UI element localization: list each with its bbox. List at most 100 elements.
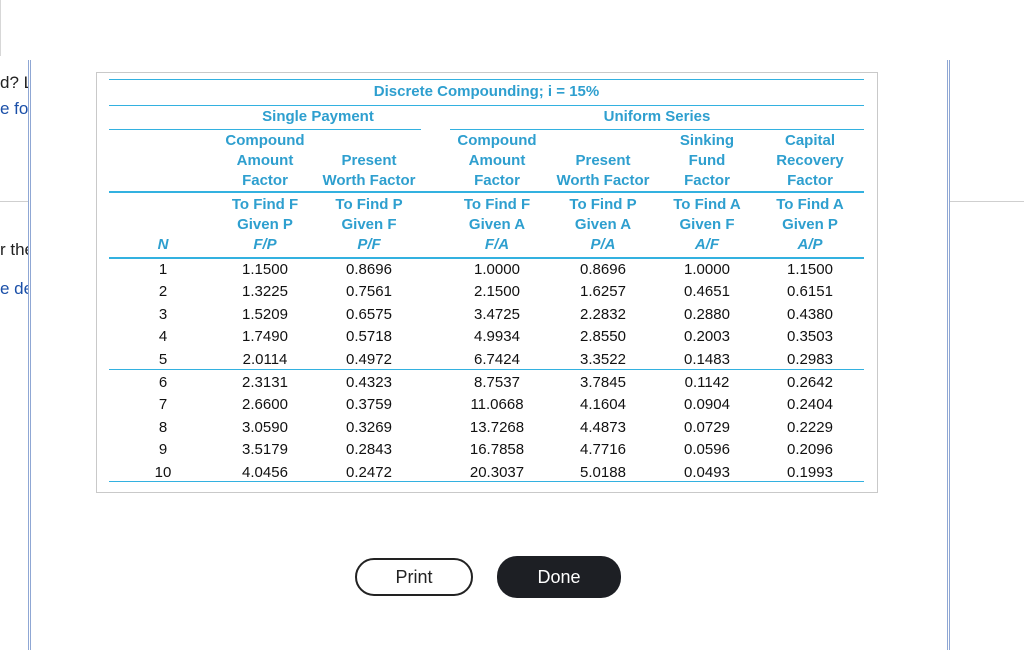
table-cell-value: 0.7561 <box>346 283 392 301</box>
n-header: N <box>157 236 169 253</box>
row-divider <box>109 369 864 370</box>
table-cell-value: 0.1483 <box>684 350 730 368</box>
table-cell-value: 0.6151 <box>787 283 833 301</box>
table-cell-value: 1.7490 <box>242 328 288 346</box>
table-cell-value: 0.2983 <box>787 350 833 368</box>
table-cell-value: 0.3503 <box>787 328 833 346</box>
column-notation: F/A <box>484 236 510 253</box>
column-name-line: Factor <box>474 172 520 189</box>
table-cell-value: 0.3759 <box>346 396 392 414</box>
table-cell-value: 5.0188 <box>580 463 626 481</box>
table-cell-value: 2.8550 <box>580 328 626 346</box>
header-rule <box>109 191 864 193</box>
column-name-line: Amount <box>236 152 294 169</box>
table-cell-value: 2.0114 <box>242 350 288 368</box>
column-find-line: To Find P <box>569 196 637 213</box>
table-cell-value: 1.5209 <box>242 305 288 323</box>
table-cell-value: 2.2832 <box>580 305 626 323</box>
done-button[interactable]: Done <box>497 556 621 598</box>
background-divider <box>0 201 30 202</box>
column-notation: P/F <box>357 236 381 253</box>
table-title: Discrete Compounding; i = 15% <box>373 83 600 100</box>
table-cell-value: 0.1142 <box>684 374 730 391</box>
table-cell-value: 0.2229 <box>787 418 833 436</box>
table-cell-value: 0.2843 <box>346 441 392 459</box>
table-cell-value: 3.0590 <box>242 418 288 436</box>
table-cell-value: 11.0668 <box>470 396 524 414</box>
background-link-fragment: e fo <box>0 99 29 118</box>
print-button[interactable]: Print <box>355 558 473 596</box>
table-cell-value: 4.9934 <box>474 328 520 346</box>
table-cell-n: 4 <box>158 328 168 346</box>
column-name-line: Present <box>341 152 397 169</box>
table-cell-value: 4.7716 <box>580 441 626 459</box>
table-cell-value: 0.0596 <box>684 441 730 459</box>
table-cell-value: 3.3522 <box>580 350 626 368</box>
table-cell-value: 1.0000 <box>474 261 520 278</box>
column-name-line: Fund <box>688 152 726 169</box>
table-cell-value: 3.5179 <box>242 441 288 459</box>
column-name-line: Recovery <box>776 152 844 169</box>
table-cell-value: 1.0000 <box>684 261 730 278</box>
group-uniform-series: Uniform Series <box>603 108 711 125</box>
table-cell-n: 5 <box>158 350 168 368</box>
column-name-line: Compound <box>457 132 537 149</box>
table-cell-value: 0.8696 <box>580 261 626 278</box>
table-cell-value: 0.4972 <box>346 350 392 368</box>
table-cell-value: 0.4323 <box>346 374 392 391</box>
table-cell-value: 0.2096 <box>787 441 833 459</box>
column-notation: A/F <box>694 236 720 253</box>
column-find-line: Given P <box>782 216 838 233</box>
background-edge <box>0 0 1 56</box>
column-find-line: To Find A <box>776 196 844 213</box>
table-cell-value: 0.0904 <box>684 396 730 414</box>
background-fragment: d? L <box>0 73 30 92</box>
table-cell-value: 0.2642 <box>787 374 833 391</box>
table-cell-value: 1.1500 <box>242 261 288 278</box>
table-cell-value: 13.7268 <box>469 418 525 436</box>
column-name-line: Present <box>575 152 631 169</box>
column-find-line: To Find F <box>231 196 299 213</box>
table-rule-top <box>109 79 864 80</box>
table-cell-value: 2.1500 <box>474 283 520 301</box>
table-cell-value: 1.1500 <box>787 261 833 278</box>
table-cell-value: 16.7858 <box>469 441 525 459</box>
column-find-line: Given P <box>237 216 293 233</box>
table-cell-value: 20.3037 <box>469 463 525 481</box>
column-name-line: Capital <box>784 132 835 149</box>
table-rule-bottom <box>109 481 864 482</box>
table-cell-value: 8.7537 <box>474 374 520 391</box>
table-cell-value: 0.4380 <box>787 305 833 323</box>
table-cell-value: 0.2880 <box>684 305 730 323</box>
table-cell-n: 3 <box>158 305 168 323</box>
table-cell-n: 8 <box>158 418 168 436</box>
table-cell-value: 3.7845 <box>580 374 626 391</box>
table-cell-n: 6 <box>158 374 168 391</box>
column-find-line: Given F <box>679 216 735 233</box>
table-cell-value: 4.1604 <box>580 396 626 414</box>
background-divider <box>944 201 1024 202</box>
column-name-line: Compound <box>225 132 305 149</box>
table-cell-value: 0.4651 <box>684 283 730 301</box>
table-cell-value: 2.3131 <box>242 374 288 391</box>
table-cell-value: 0.2472 <box>346 463 392 481</box>
table-cell-n: 2 <box>158 283 168 301</box>
table-cell-value: 0.0729 <box>684 418 730 436</box>
table-cell-n: 10 <box>154 463 172 481</box>
column-find-line: To Find A <box>673 196 741 213</box>
column-notation: P/A <box>590 236 616 253</box>
column-find-line: Given A <box>574 216 632 233</box>
table-cell-value: 0.8696 <box>346 261 392 278</box>
table-cell-value: 6.7424 <box>474 350 520 368</box>
table-cell-value: 3.4725 <box>474 305 520 323</box>
table-cell-value: 0.0493 <box>684 463 730 481</box>
table-cell-n: 9 <box>158 441 168 459</box>
table-cell-n: 7 <box>158 396 168 414</box>
table-cell-value: 1.3225 <box>242 283 288 301</box>
table-cell-value: 1.6257 <box>580 283 626 301</box>
header-bottom-rule <box>109 257 864 259</box>
column-name-line: Sinking <box>679 132 735 149</box>
column-find-line: Given F <box>341 216 397 233</box>
table-cell-value: 4.4873 <box>580 418 626 436</box>
table-cell-value: 0.5718 <box>346 328 392 346</box>
